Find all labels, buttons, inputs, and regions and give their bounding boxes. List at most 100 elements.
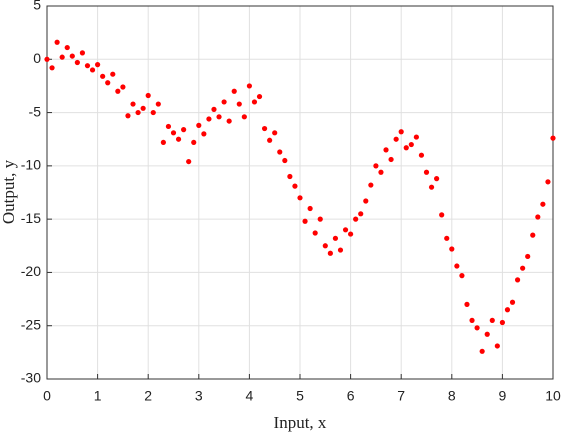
point bbox=[545, 179, 551, 185]
point bbox=[474, 325, 480, 331]
plot-frame bbox=[46, 5, 554, 380]
point bbox=[120, 84, 126, 90]
point bbox=[140, 105, 146, 111]
point bbox=[408, 141, 414, 148]
point bbox=[226, 118, 232, 124]
point bbox=[221, 99, 227, 105]
point bbox=[135, 109, 141, 116]
point bbox=[100, 73, 106, 79]
point bbox=[454, 263, 460, 269]
point bbox=[307, 205, 313, 212]
point bbox=[383, 147, 389, 153]
point bbox=[206, 116, 212, 122]
point bbox=[317, 216, 323, 222]
y-tick-label: 5 bbox=[33, 0, 41, 13]
point bbox=[282, 157, 288, 164]
point bbox=[297, 195, 303, 201]
point bbox=[469, 317, 475, 323]
point bbox=[312, 230, 318, 236]
point bbox=[484, 331, 490, 337]
point bbox=[540, 201, 546, 207]
point bbox=[423, 169, 430, 175]
point bbox=[175, 136, 182, 142]
point bbox=[373, 163, 379, 169]
point bbox=[44, 56, 50, 62]
point bbox=[130, 101, 136, 107]
point bbox=[292, 183, 298, 189]
point bbox=[74, 59, 80, 66]
point bbox=[464, 301, 470, 307]
point bbox=[413, 134, 419, 140]
point bbox=[322, 243, 328, 249]
y-tick-label: -10 bbox=[21, 157, 41, 173]
point bbox=[231, 88, 237, 94]
point bbox=[236, 101, 242, 107]
point bbox=[216, 114, 222, 120]
point bbox=[277, 149, 283, 155]
point bbox=[125, 113, 131, 119]
point bbox=[49, 65, 55, 71]
point bbox=[165, 123, 172, 130]
y-tick-label: -15 bbox=[21, 210, 41, 226]
point bbox=[479, 348, 485, 354]
x-tick-label: 2 bbox=[144, 388, 152, 404]
point bbox=[530, 232, 536, 238]
point bbox=[115, 88, 121, 94]
x-tick-label: 8 bbox=[448, 388, 456, 404]
point bbox=[84, 63, 91, 69]
point bbox=[196, 122, 202, 128]
y-tick-label: -5 bbox=[29, 103, 42, 119]
point bbox=[95, 62, 101, 68]
point bbox=[509, 299, 516, 305]
y-tick-label: 0 bbox=[33, 50, 41, 66]
point bbox=[403, 145, 409, 151]
y-tick-label: -25 bbox=[21, 316, 41, 332]
x-tick-label: 7 bbox=[397, 388, 405, 404]
point bbox=[368, 182, 374, 188]
x-tick-label: 10 bbox=[545, 388, 561, 404]
point bbox=[358, 211, 364, 217]
point bbox=[499, 319, 505, 326]
point bbox=[211, 106, 217, 112]
point bbox=[550, 135, 556, 141]
point bbox=[302, 218, 308, 224]
point bbox=[363, 198, 369, 204]
point bbox=[272, 130, 278, 136]
point bbox=[434, 176, 440, 182]
point bbox=[504, 307, 511, 313]
y-tick-label: -30 bbox=[21, 370, 41, 386]
point bbox=[348, 231, 354, 237]
point bbox=[181, 127, 187, 133]
x-axis-label: Input, x bbox=[274, 413, 327, 432]
point bbox=[69, 53, 75, 59]
point bbox=[444, 235, 450, 241]
point bbox=[145, 92, 151, 99]
point bbox=[89, 67, 96, 73]
point bbox=[327, 250, 333, 256]
point bbox=[105, 80, 111, 86]
point bbox=[353, 216, 359, 222]
x-tick-label: 4 bbox=[246, 388, 254, 404]
point bbox=[155, 101, 161, 107]
point bbox=[110, 71, 116, 77]
point bbox=[246, 83, 252, 89]
point bbox=[494, 343, 500, 349]
point bbox=[160, 139, 166, 146]
point bbox=[251, 99, 258, 105]
x-tick-label: 3 bbox=[195, 388, 203, 404]
x-tick-label: 0 bbox=[43, 388, 51, 404]
point bbox=[332, 235, 339, 241]
point bbox=[201, 131, 207, 137]
point bbox=[489, 317, 495, 323]
point bbox=[418, 152, 425, 158]
point bbox=[170, 130, 177, 136]
point bbox=[428, 184, 435, 190]
point bbox=[150, 109, 156, 116]
point bbox=[398, 129, 404, 135]
point bbox=[535, 214, 541, 220]
point bbox=[261, 125, 268, 132]
point bbox=[342, 227, 349, 233]
point bbox=[54, 39, 60, 45]
point bbox=[378, 169, 384, 175]
x-tick-label: 6 bbox=[347, 388, 355, 404]
